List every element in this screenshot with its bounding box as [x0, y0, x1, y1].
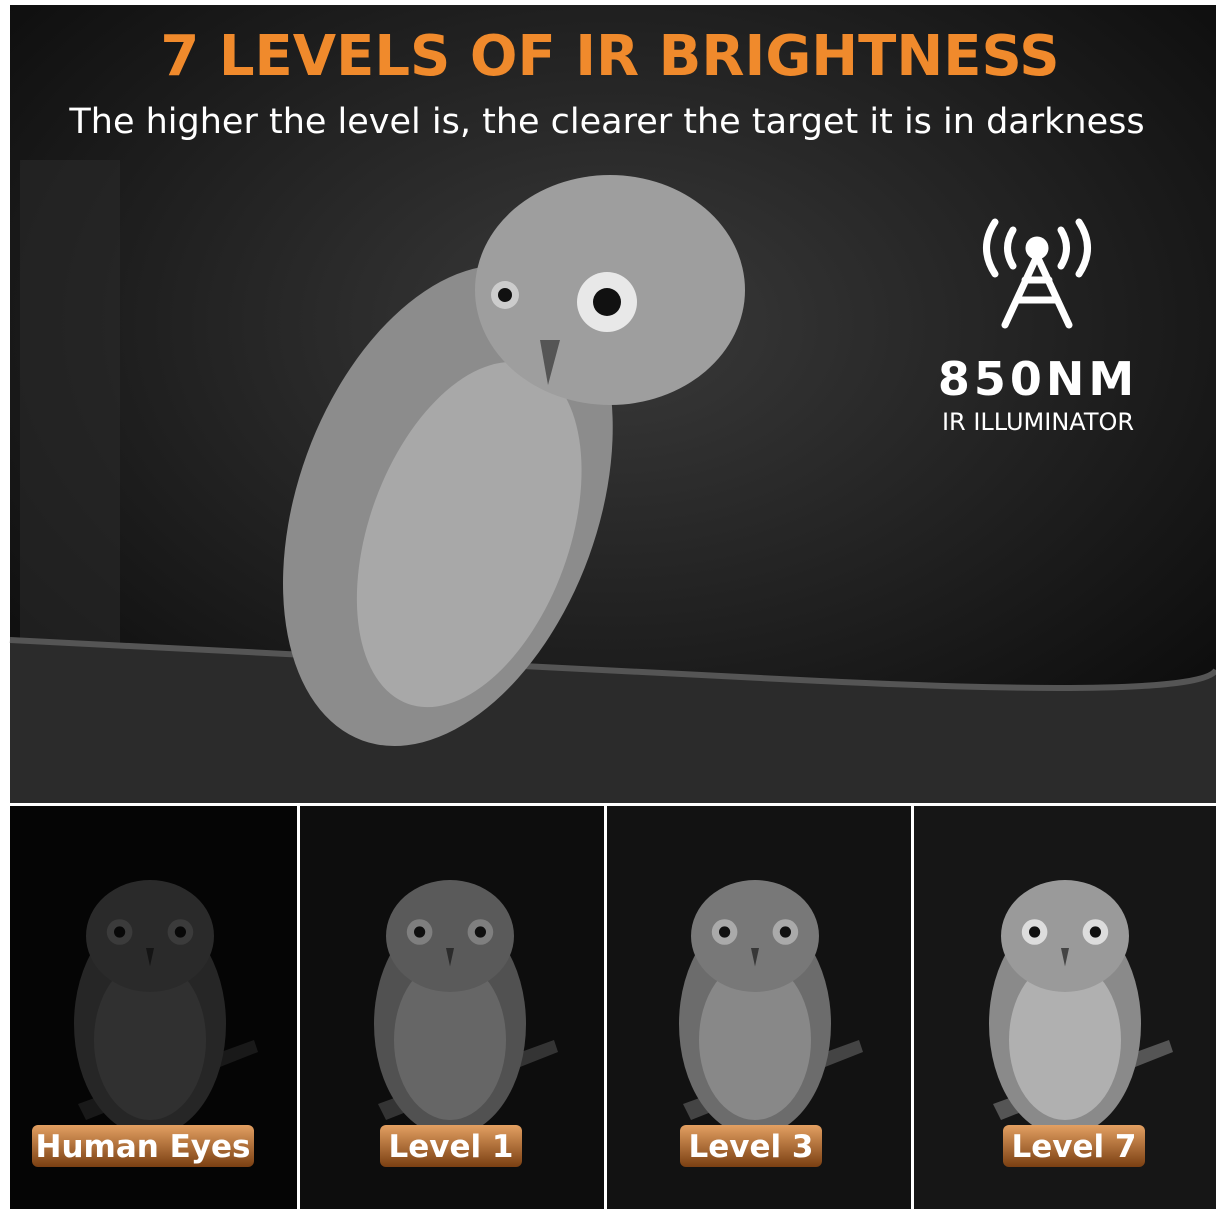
title: 7 LEVELS OF IR BRIGHTNESS [160, 24, 1059, 89]
panel-label: Level 1 [389, 1129, 514, 1165]
panel-label: Human Eyes [36, 1129, 251, 1165]
panel-label: Level 7 [1012, 1129, 1137, 1165]
page: {"header": {"title": "7 LEVELS OF IR BRI… [0, 0, 1216, 1209]
subtitle: The higher the level is, the clearer the… [68, 102, 1144, 142]
panel-label: Level 3 [689, 1129, 814, 1165]
wavelength: 850NM [938, 352, 1138, 406]
image: 7 LEVELS OF IR BRIGHTNESS The higher the… [0, 0, 1216, 1209]
caption: IR ILLUMINATOR [942, 408, 1134, 436]
